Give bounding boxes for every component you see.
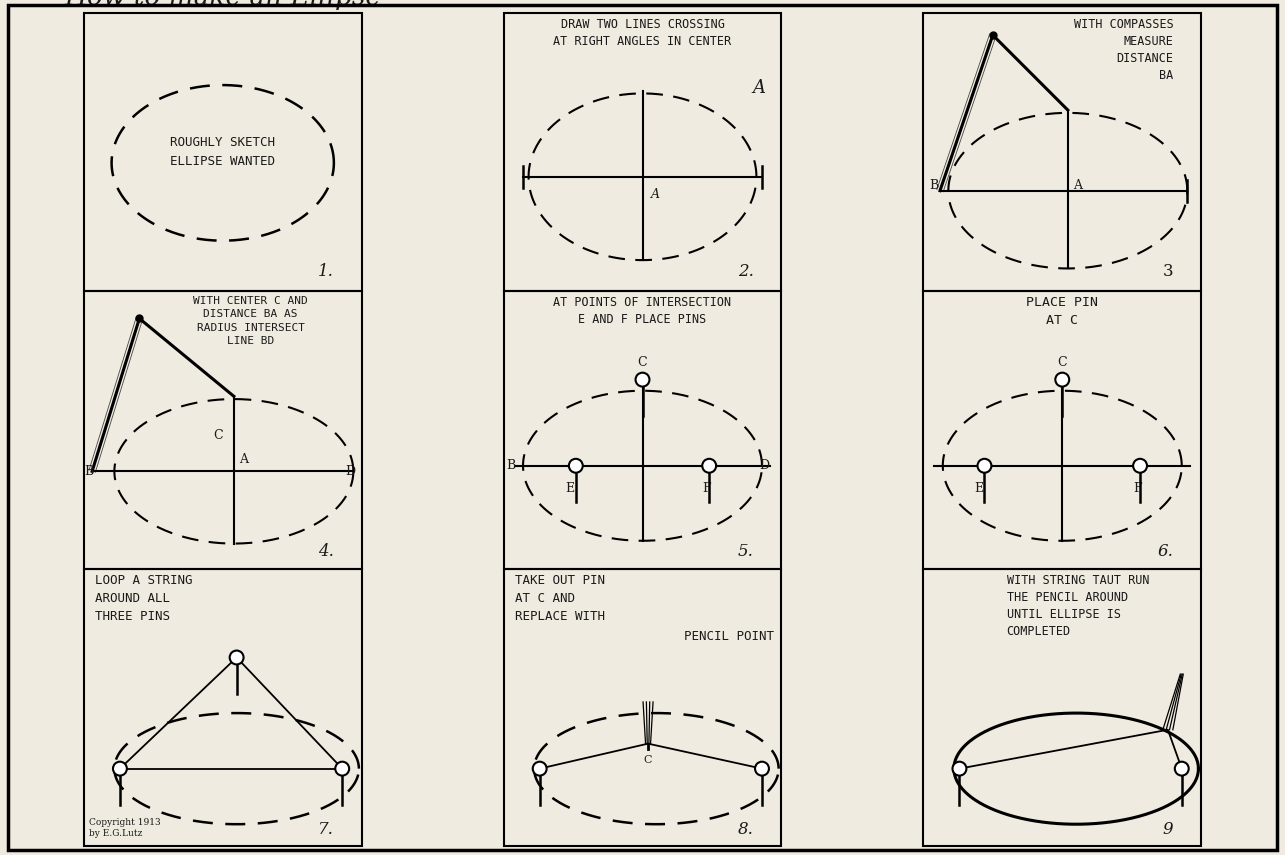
- Text: WITH CENTER C AND
DISTANCE BA AS
RADIUS INTERSECT
LINE BD: WITH CENTER C AND DISTANCE BA AS RADIUS …: [193, 297, 308, 346]
- Circle shape: [952, 762, 966, 775]
- Circle shape: [335, 762, 350, 775]
- Text: TAKE OUT PIN
AT C AND
REPLACE WITH: TAKE OUT PIN AT C AND REPLACE WITH: [515, 575, 605, 623]
- Text: C: C: [213, 428, 222, 442]
- Text: 8.: 8.: [738, 821, 753, 838]
- Text: 1.: 1.: [317, 262, 334, 280]
- Circle shape: [113, 762, 127, 775]
- Circle shape: [1055, 373, 1069, 386]
- Text: 3: 3: [1163, 262, 1173, 280]
- Circle shape: [756, 762, 768, 775]
- Text: A: A: [1073, 179, 1082, 192]
- Text: WITH STRING TAUT RUN
THE PENCIL AROUND
UNTIL ELLIPSE IS
COMPLETED: WITH STRING TAUT RUN THE PENCIL AROUND U…: [1006, 575, 1149, 638]
- Text: A: A: [650, 188, 659, 201]
- Text: How to màke an Ellipse: How to màke an Ellipse: [64, 0, 382, 10]
- Text: F: F: [702, 482, 711, 495]
- Text: 7.: 7.: [317, 821, 334, 838]
- Text: A: A: [753, 79, 766, 97]
- Circle shape: [1174, 762, 1189, 775]
- Text: 4.: 4.: [317, 543, 334, 560]
- Text: D: D: [344, 465, 355, 478]
- Text: C: C: [637, 356, 648, 369]
- Circle shape: [636, 373, 649, 386]
- Circle shape: [533, 762, 546, 775]
- Text: D: D: [759, 459, 770, 472]
- Text: ROUGHLY SKETCH
ELLIPSE WANTED: ROUGHLY SKETCH ELLIPSE WANTED: [170, 136, 275, 168]
- Text: E: E: [974, 482, 983, 495]
- Text: 9: 9: [1163, 821, 1173, 838]
- Circle shape: [702, 459, 716, 473]
- Text: WITH COMPASSES
MEASURE
DISTANCE
BA: WITH COMPASSES MEASURE DISTANCE BA: [1074, 19, 1173, 82]
- Circle shape: [230, 651, 244, 664]
- Text: AT POINTS OF INTERSECTION
E AND F PLACE PINS: AT POINTS OF INTERSECTION E AND F PLACE …: [554, 297, 731, 327]
- Text: 6.: 6.: [1158, 543, 1173, 560]
- Text: F: F: [1133, 482, 1141, 495]
- Text: C: C: [644, 755, 653, 764]
- Text: 2.: 2.: [738, 262, 753, 280]
- Circle shape: [978, 459, 992, 473]
- Text: B: B: [929, 179, 938, 192]
- Circle shape: [1133, 459, 1148, 473]
- Text: PLACE PIN
AT C: PLACE PIN AT C: [1027, 297, 1099, 327]
- Text: 5.: 5.: [738, 543, 753, 560]
- Text: B: B: [84, 465, 93, 478]
- Text: A: A: [239, 453, 248, 466]
- Text: Copyright 1913
by E.G.Lutz: Copyright 1913 by E.G.Lutz: [90, 818, 161, 838]
- Text: LOOP A STRING
AROUND ALL
THREE PINS: LOOP A STRING AROUND ALL THREE PINS: [95, 575, 193, 623]
- Text: C: C: [1058, 356, 1067, 369]
- Text: DRAW TWO LINES CROSSING
AT RIGHT ANGLES IN CENTER: DRAW TWO LINES CROSSING AT RIGHT ANGLES …: [554, 19, 731, 49]
- Text: B: B: [506, 459, 515, 472]
- Circle shape: [569, 459, 583, 473]
- Text: PENCIL POINT: PENCIL POINT: [684, 629, 774, 643]
- Text: E: E: [565, 482, 574, 495]
